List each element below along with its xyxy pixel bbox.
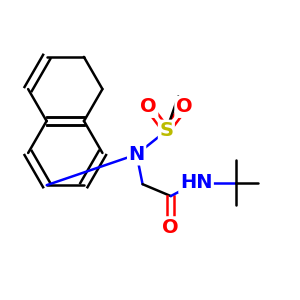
- Text: O: O: [140, 98, 157, 116]
- Text: HN: HN: [180, 173, 212, 192]
- Text: O: O: [176, 98, 193, 116]
- Text: O: O: [163, 218, 179, 237]
- Text: N: N: [128, 145, 145, 164]
- Text: S: S: [159, 121, 173, 140]
